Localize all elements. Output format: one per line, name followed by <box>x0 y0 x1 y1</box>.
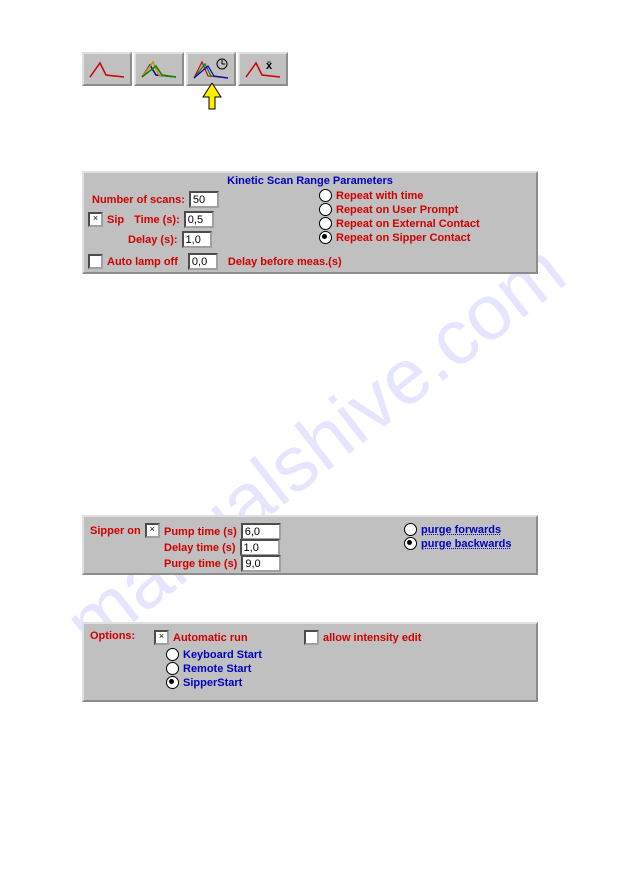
watermark-text: manualshive.com <box>47 224 581 669</box>
svg-text:x̄: x̄ <box>266 60 273 72</box>
num-scans-label: Number of scans: <box>92 194 185 206</box>
delay2-label: Delay time (s) <box>164 542 236 554</box>
purge-fwd-radio[interactable] <box>404 523 417 536</box>
purge-input[interactable] <box>241 555 281 572</box>
kinetic-scan-panel: Kinetic Scan Range Parameters Number of … <box>82 171 538 274</box>
kbd-label: Keyboard Start <box>183 649 262 661</box>
repeat-prompt-label: Repeat on User Prompt <box>336 204 458 216</box>
tool-kinetic-icon[interactable] <box>186 52 236 86</box>
num-scans-input[interactable] <box>189 191 219 208</box>
delay-label: Delay (s): <box>128 234 178 246</box>
repeat-time-radio[interactable] <box>319 189 332 202</box>
delay2-input[interactable] <box>240 539 280 556</box>
delay-before-label: Delay before meas.(s) <box>228 256 342 268</box>
auto-lamp-checkbox[interactable] <box>88 254 103 269</box>
options-label: Options: <box>90 630 135 642</box>
auto-lamp-label: Auto lamp off <box>107 256 178 268</box>
remote-label: Remote Start <box>183 663 251 675</box>
tool-peak-icon[interactable] <box>82 52 132 86</box>
sipper-on-label: Sipper on <box>90 525 141 537</box>
repeat-ext-label: Repeat on External Contact <box>336 218 480 230</box>
tool-mean-icon[interactable]: x̄ <box>238 52 288 86</box>
pump-input[interactable] <box>241 523 281 540</box>
remote-radio[interactable] <box>166 662 179 675</box>
auto-run-checkbox[interactable]: × <box>154 630 169 645</box>
purge-bwd-label: purge backwards <box>421 538 511 550</box>
tool-multi-icon[interactable] <box>134 52 184 86</box>
purge-fwd-label: purge forwards <box>421 524 501 536</box>
purge-label: Purge time (s) <box>164 558 237 570</box>
options-panel: Options: × Automatic run allow intensity… <box>82 622 538 702</box>
sipper-start-label: SipperStart <box>183 677 242 689</box>
sip-label: Sip <box>107 214 124 226</box>
sipper-panel: Sipper on × Pump time (s) Delay time (s)… <box>82 515 538 575</box>
kbd-radio[interactable] <box>166 648 179 661</box>
auto-lamp-input[interactable] <box>188 253 218 270</box>
toolbar: x̄ <box>82 52 288 86</box>
sipper-start-radio[interactable] <box>166 676 179 689</box>
repeat-sipper-radio[interactable] <box>319 231 332 244</box>
time-input[interactable] <box>184 211 214 228</box>
repeat-sipper-label: Repeat on Sipper Contact <box>336 232 470 244</box>
repeat-prompt-radio[interactable] <box>319 203 332 216</box>
pump-label: Pump time (s) <box>164 526 237 538</box>
sipper-on-checkbox[interactable]: × <box>145 523 160 538</box>
purge-bwd-radio[interactable] <box>404 537 417 550</box>
repeat-ext-radio[interactable] <box>319 217 332 230</box>
repeat-time-label: Repeat with time <box>336 190 423 202</box>
auto-run-label: Automatic run <box>173 632 248 644</box>
allow-edit-label: allow intensity edit <box>323 632 421 644</box>
delay-input[interactable] <box>182 231 212 248</box>
panel-title: Kinetic Scan Range Parameters <box>84 175 536 187</box>
time-label: Time (s): <box>134 214 180 226</box>
arrow-cursor-icon <box>201 83 223 111</box>
sip-checkbox[interactable]: × <box>88 212 103 227</box>
allow-edit-checkbox[interactable] <box>304 630 319 645</box>
